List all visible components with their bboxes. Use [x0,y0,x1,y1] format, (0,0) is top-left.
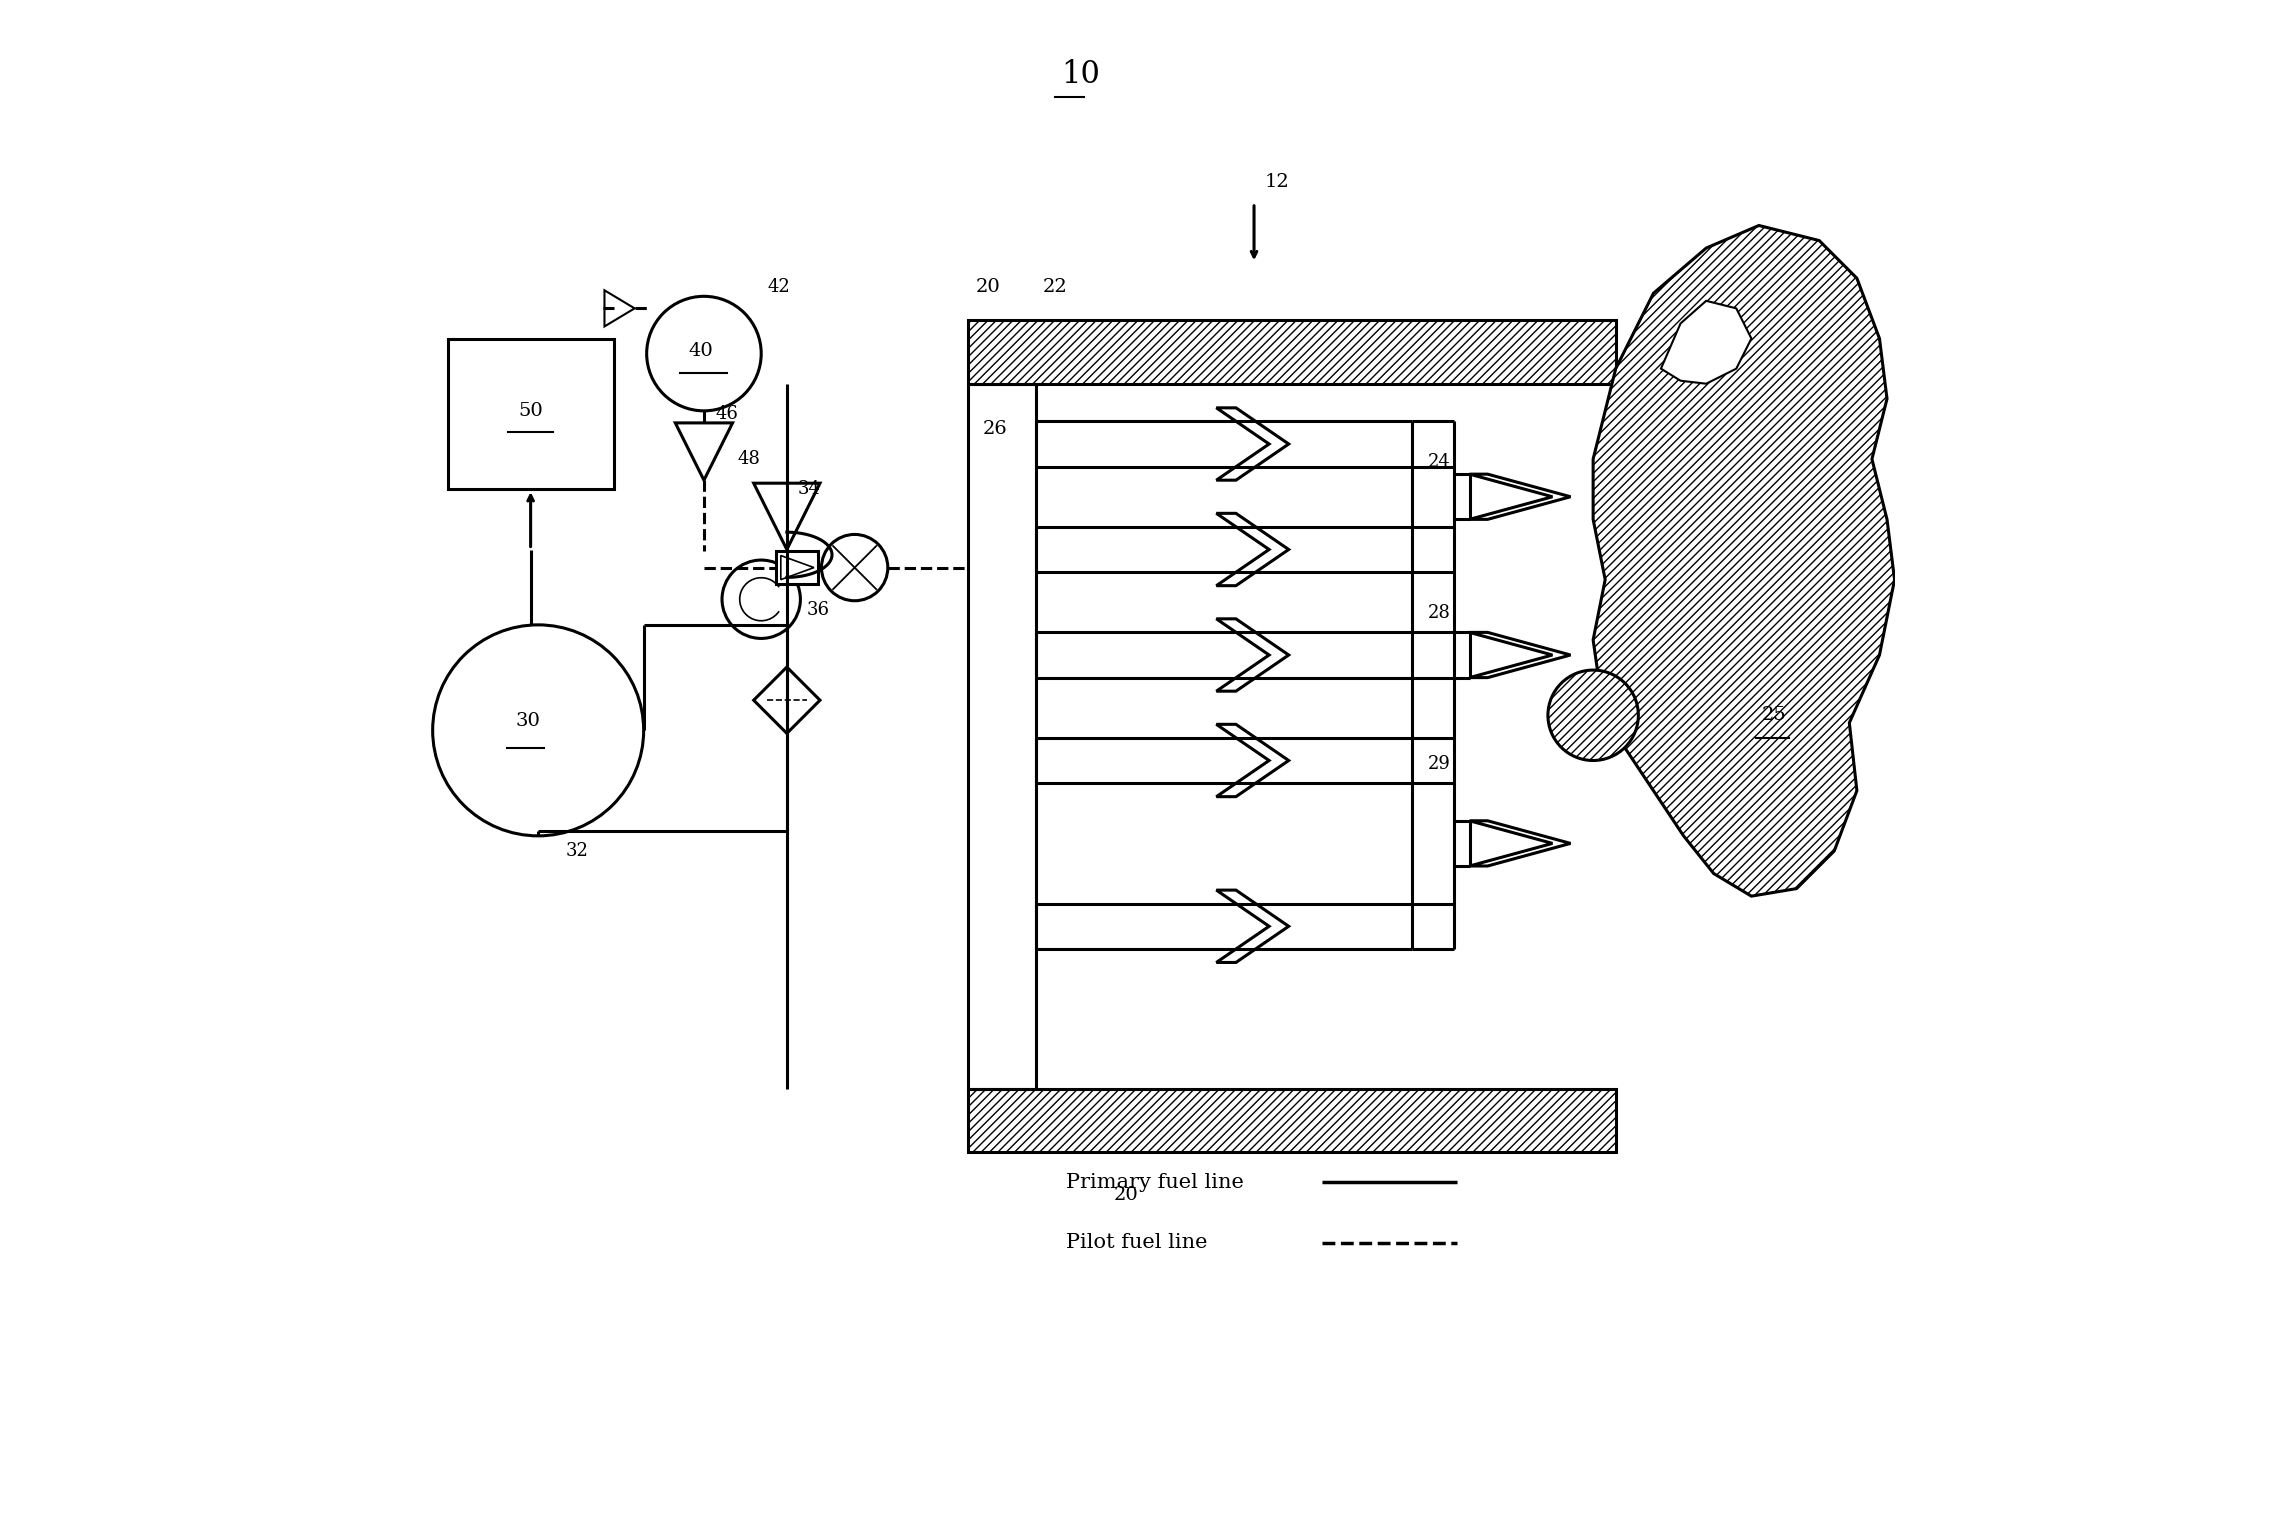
Text: 34: 34 [796,481,819,499]
Text: 48: 48 [737,450,760,468]
Bar [968,1089,1616,1153]
Polygon shape [1593,225,1894,896]
Polygon shape [753,668,819,733]
Circle shape [646,297,762,411]
Polygon shape [1470,633,1570,678]
Polygon shape [1470,821,1570,865]
Text: 20: 20 [1114,1185,1139,1203]
Text: 28: 28 [1426,604,1451,622]
Text: 40: 40 [689,342,714,359]
Text: 12: 12 [1264,173,1289,190]
Circle shape [721,560,801,639]
Polygon shape [780,555,815,580]
Polygon shape [1216,890,1289,963]
Text: 22: 22 [1043,278,1068,297]
Text: Pilot fuel line: Pilot fuel line [1066,1234,1207,1252]
Bar [447,339,614,490]
Text: 20: 20 [974,278,1000,297]
Bar [776,551,819,584]
Text: 42: 42 [767,278,790,297]
Polygon shape [605,291,634,327]
Text: 25: 25 [1762,706,1787,724]
Polygon shape [1216,408,1289,481]
Text: 26: 26 [984,420,1009,438]
Circle shape [434,625,644,837]
Polygon shape [1216,619,1289,691]
Polygon shape [675,423,733,481]
Polygon shape [753,484,819,549]
Text: 10: 10 [1061,59,1100,90]
Text: 30: 30 [516,712,541,730]
Polygon shape [1661,301,1750,383]
Text: 36: 36 [806,601,828,619]
Text: 46: 46 [717,405,739,423]
Text: 50: 50 [518,402,543,420]
Polygon shape [1216,724,1289,797]
Circle shape [1547,671,1638,760]
Polygon shape [1216,513,1289,586]
Text: 24: 24 [1426,453,1449,472]
Bar [968,321,1616,383]
Text: 32: 32 [566,843,589,859]
Polygon shape [1470,475,1570,519]
Circle shape [822,534,888,601]
Text: 29: 29 [1426,754,1451,773]
Text: Primary fuel line: Primary fuel line [1066,1173,1244,1192]
